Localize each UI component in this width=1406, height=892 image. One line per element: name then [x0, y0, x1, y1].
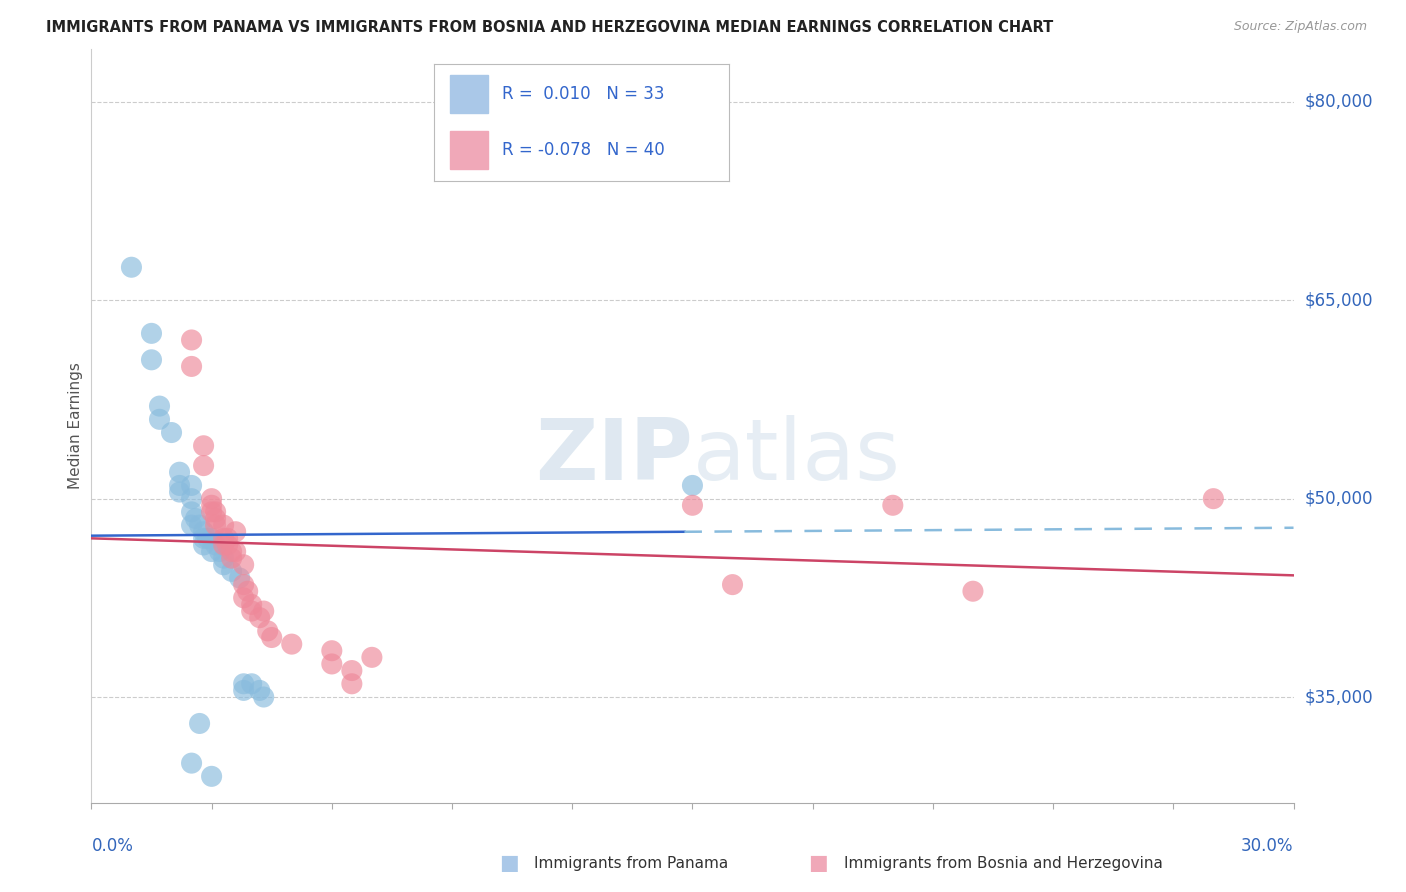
Point — [193, 524, 215, 539]
Point — [228, 571, 250, 585]
Point — [160, 425, 183, 440]
Point — [204, 511, 226, 525]
Point — [681, 478, 703, 492]
Point — [212, 558, 235, 572]
Point — [188, 716, 211, 731]
Point — [169, 485, 191, 500]
Point — [212, 518, 235, 533]
Point — [212, 538, 235, 552]
Point — [197, 532, 219, 546]
Point — [141, 352, 163, 367]
Text: $80,000: $80,000 — [1305, 93, 1374, 111]
Point — [232, 558, 254, 572]
Point — [180, 478, 202, 492]
Point — [141, 326, 163, 341]
Point — [180, 359, 202, 374]
Point — [180, 505, 202, 519]
Point — [148, 412, 170, 426]
Point — [240, 677, 263, 691]
Point — [169, 465, 191, 479]
Text: $65,000: $65,000 — [1305, 292, 1374, 310]
Point — [180, 518, 202, 533]
Point — [180, 756, 202, 771]
Point — [281, 637, 304, 651]
Point — [321, 657, 343, 671]
Point — [236, 584, 259, 599]
Point — [169, 478, 191, 492]
Text: $35,000: $35,000 — [1305, 688, 1374, 706]
Point — [221, 551, 243, 566]
Point — [204, 505, 226, 519]
Point — [193, 458, 215, 473]
Point — [201, 491, 224, 506]
Y-axis label: Median Earnings: Median Earnings — [67, 362, 83, 490]
Point — [340, 677, 363, 691]
Point — [232, 683, 254, 698]
Text: $50,000: $50,000 — [1305, 490, 1374, 508]
Point — [184, 511, 207, 525]
Text: Immigrants from Bosnia and Herzegovina: Immigrants from Bosnia and Herzegovina — [844, 856, 1163, 871]
Point — [201, 498, 224, 512]
Point — [249, 610, 271, 624]
Point — [221, 565, 243, 579]
Point — [193, 532, 215, 546]
Text: atlas: atlas — [692, 415, 900, 498]
Point — [721, 577, 744, 591]
Point — [225, 524, 247, 539]
Point — [232, 591, 254, 605]
Point — [201, 544, 224, 558]
Point — [882, 498, 904, 512]
Point — [260, 631, 283, 645]
Point — [217, 532, 239, 546]
Point — [240, 598, 263, 612]
Text: IMMIGRANTS FROM PANAMA VS IMMIGRANTS FROM BOSNIA AND HERZEGOVINA MEDIAN EARNINGS: IMMIGRANTS FROM PANAMA VS IMMIGRANTS FRO… — [46, 20, 1053, 35]
Text: 30.0%: 30.0% — [1241, 837, 1294, 855]
Point — [253, 690, 276, 704]
Point — [204, 518, 226, 533]
Point — [232, 677, 254, 691]
Point — [256, 624, 278, 638]
Point — [321, 644, 343, 658]
Text: Source: ZipAtlas.com: Source: ZipAtlas.com — [1233, 20, 1367, 33]
Point — [180, 333, 202, 347]
Text: ■: ■ — [499, 854, 519, 873]
Point — [148, 399, 170, 413]
Point — [180, 491, 202, 506]
Point — [201, 505, 224, 519]
Point — [193, 439, 215, 453]
Point — [121, 260, 143, 275]
Point — [681, 498, 703, 512]
Point — [360, 650, 382, 665]
Point — [212, 532, 235, 546]
Point — [201, 769, 224, 783]
Point — [188, 518, 211, 533]
Point — [201, 532, 224, 546]
Point — [204, 538, 226, 552]
Point — [221, 544, 243, 558]
Text: ■: ■ — [808, 854, 828, 873]
Text: ZIP: ZIP — [534, 415, 692, 498]
Point — [1202, 491, 1225, 506]
Point — [962, 584, 984, 599]
Point — [340, 664, 363, 678]
Point — [217, 538, 239, 552]
Point — [232, 577, 254, 591]
Point — [212, 551, 235, 566]
Point — [208, 544, 231, 558]
Text: 0.0%: 0.0% — [91, 837, 134, 855]
Point — [225, 544, 247, 558]
Point — [253, 604, 276, 618]
Point — [240, 604, 263, 618]
Text: Immigrants from Panama: Immigrants from Panama — [534, 856, 728, 871]
Point — [249, 683, 271, 698]
Point — [193, 538, 215, 552]
